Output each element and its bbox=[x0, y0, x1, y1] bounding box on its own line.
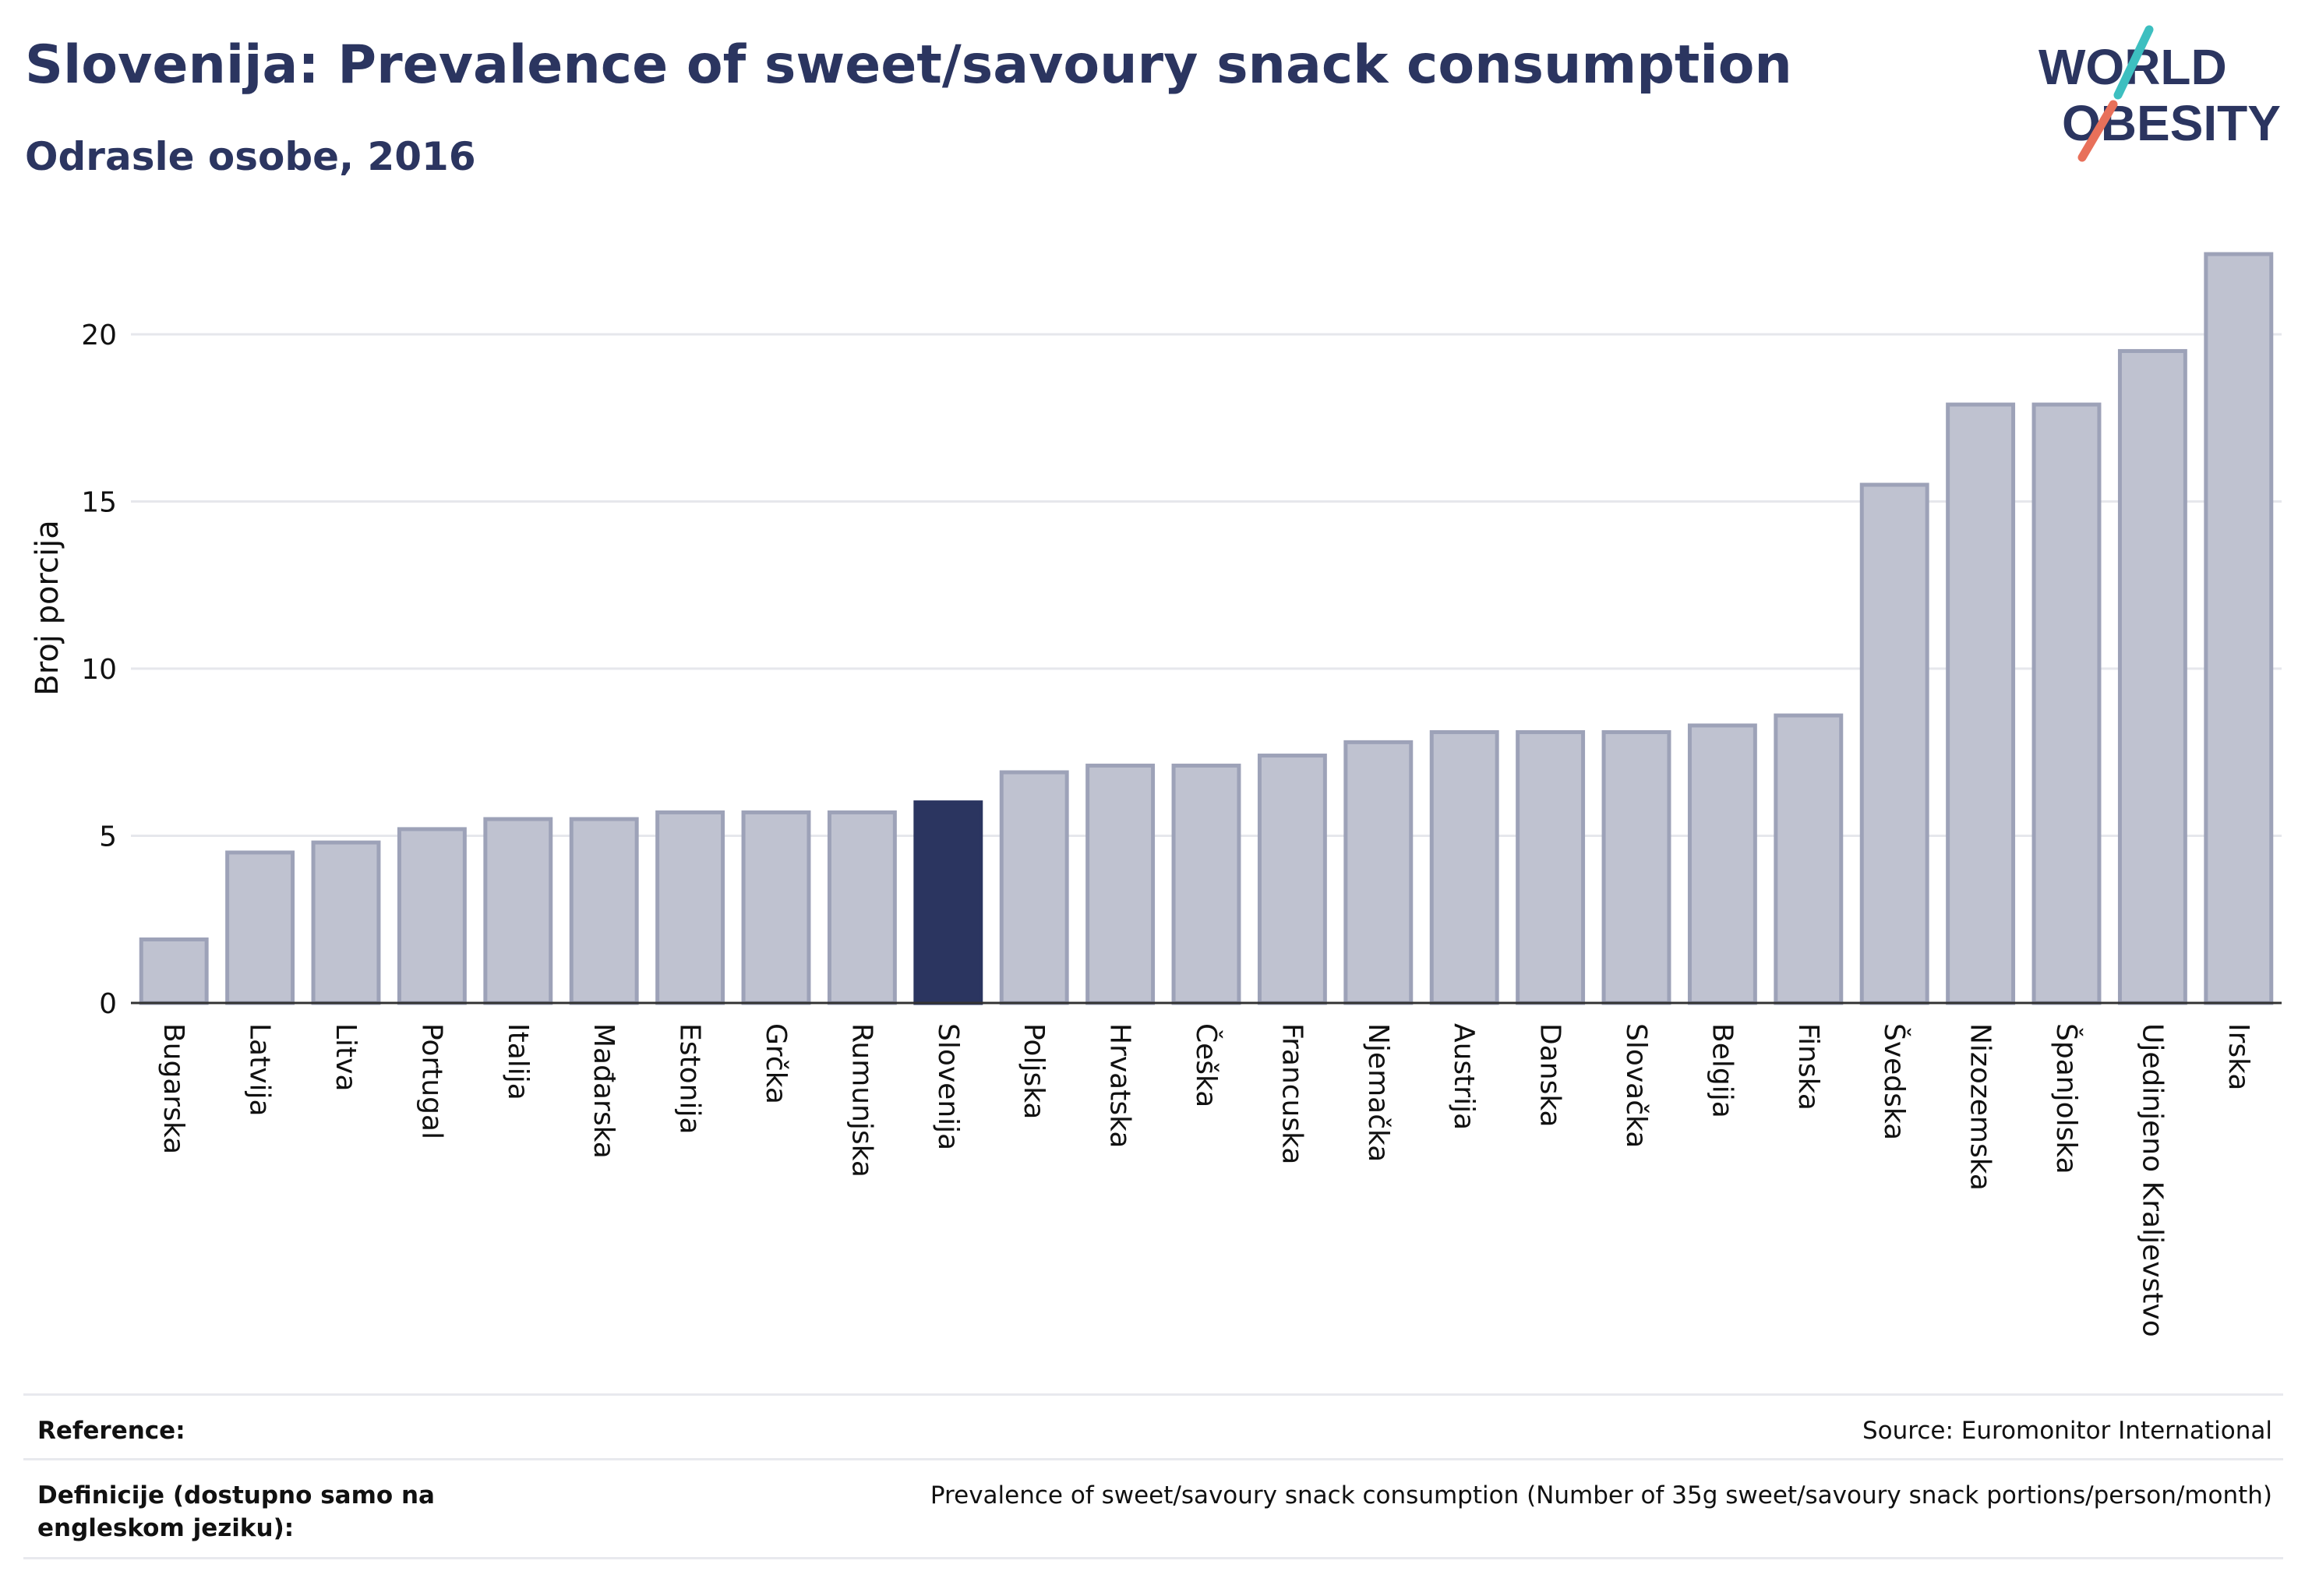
bar-češka[interactable] bbox=[1171, 763, 1241, 1005]
x-tick-label: Rumunjska bbox=[845, 1023, 877, 1178]
world-obesity-logo: WORLD OBESITY bbox=[2038, 25, 2281, 162]
y-tick-label: 20 bbox=[81, 320, 117, 351]
logo-slash-bottom bbox=[2077, 100, 2118, 162]
bar-estonija[interactable] bbox=[655, 810, 725, 1005]
bar-chart: 0 5 10 15 20 Bugarska Latvija Litva Portugal Ital… bbox=[30, 252, 2282, 1337]
x-tick-label: Bugarska bbox=[157, 1023, 189, 1154]
reference-label: Reference: bbox=[37, 1417, 185, 1445]
bar-hrvatska[interactable] bbox=[1085, 763, 1156, 1005]
y-tick-label: 15 bbox=[81, 487, 117, 519]
x-tick-label: Portugal bbox=[415, 1023, 447, 1139]
bar-slovačka[interactable] bbox=[1601, 730, 1671, 1005]
bar-austrija[interactable] bbox=[1429, 730, 1499, 1005]
bar-litva[interactable] bbox=[311, 840, 381, 1005]
bar-njemačka[interactable] bbox=[1343, 740, 1414, 1005]
x-tick-label: Irska bbox=[2222, 1023, 2254, 1090]
bar-mađarska[interactable] bbox=[569, 817, 639, 1005]
x-tick-label: Njemačka bbox=[1362, 1023, 1394, 1162]
bar-italija[interactable] bbox=[483, 817, 553, 1005]
bar-portugal[interactable] bbox=[397, 827, 467, 1005]
bar-danska[interactable] bbox=[1516, 730, 1586, 1005]
x-tick-label: Švedska bbox=[1878, 1023, 1911, 1140]
x-tick-label: Mađarska bbox=[588, 1023, 619, 1159]
x-tick-label: Grčka bbox=[760, 1023, 792, 1104]
x-tick-label: Litva bbox=[330, 1023, 362, 1092]
x-tick-label: Slovačka bbox=[1620, 1023, 1652, 1148]
bar-švedska[interactable] bbox=[1859, 482, 1929, 1005]
bar-nizozemska[interactable] bbox=[1946, 402, 2016, 1005]
bar-finska[interactable] bbox=[1774, 713, 1844, 1005]
x-tick-label: Nizozemska bbox=[1964, 1023, 1996, 1191]
x-tick-label: Španjolska bbox=[2050, 1023, 2083, 1174]
bar-rumunjska[interactable] bbox=[827, 810, 897, 1005]
x-tick-label: Slovenija bbox=[932, 1023, 964, 1150]
x-tick-label: Finska bbox=[1792, 1023, 1824, 1110]
logo-slash-top bbox=[2113, 25, 2154, 100]
chart-subtitle: Odrasle osobe, 2016 bbox=[25, 134, 476, 179]
definition-text: Prevalence of sweet/savoury snack consum… bbox=[930, 1481, 2272, 1509]
bar-ujedinjeno-kraljevstvo[interactable] bbox=[2117, 348, 2187, 1005]
reference-row: Reference: Source: Euromonitor Internati… bbox=[23, 1393, 2283, 1458]
bar-irska[interactable] bbox=[2204, 252, 2274, 1005]
y-tick-label: 5 bbox=[99, 821, 117, 853]
bars bbox=[139, 252, 2274, 1005]
y-axis-label: Broj porcija bbox=[30, 520, 65, 695]
x-tick-label: Latvija bbox=[244, 1023, 276, 1117]
bar-španjolska[interactable] bbox=[2031, 402, 2102, 1005]
chart-title: Slovenija: Prevalence of sweet/savoury s… bbox=[25, 34, 1792, 96]
definition-label: Definicije (dostupno samo na engleskom j… bbox=[37, 1481, 435, 1542]
x-tick-label: Češka bbox=[1190, 1023, 1223, 1107]
bar-slovenija[interactable] bbox=[913, 800, 983, 1005]
x-tick-label: Francuska bbox=[1276, 1023, 1308, 1164]
x-tick-label: Danska bbox=[1534, 1023, 1566, 1128]
y-tick-label: 10 bbox=[81, 654, 117, 686]
reference-source: Source: Euromonitor International bbox=[1862, 1417, 2272, 1445]
axes: 0 5 10 15 20 Bugarska Latvija Litva Portugal Ital… bbox=[81, 320, 2282, 1337]
definition-row: Definicije (dostupno samo na engleskom j… bbox=[23, 1458, 2283, 1559]
references-table: Reference: Source: Euromonitor Internati… bbox=[23, 1393, 2283, 1559]
bar-latvija[interactable] bbox=[225, 850, 295, 1005]
x-tick-label: Hrvatska bbox=[1104, 1023, 1136, 1148]
x-tick-label: Belgija bbox=[1706, 1023, 1738, 1118]
bar-belgija[interactable] bbox=[1687, 723, 1757, 1005]
x-tick-label: Ujedinjeno Kraljevstvo bbox=[2136, 1023, 2168, 1337]
y-tick-label: 0 bbox=[99, 988, 117, 1020]
bar-grčka[interactable] bbox=[741, 810, 811, 1005]
x-tick-label: Italija bbox=[502, 1023, 534, 1100]
bar-bugarska[interactable] bbox=[139, 937, 209, 1005]
x-tick-label: Estonija bbox=[674, 1023, 706, 1135]
x-tick-label: Poljska bbox=[1018, 1023, 1050, 1120]
x-tick-label: Austrija bbox=[1448, 1023, 1480, 1130]
bar-francuska[interactable] bbox=[1257, 754, 1327, 1005]
bar-poljska[interactable] bbox=[999, 770, 1069, 1005]
